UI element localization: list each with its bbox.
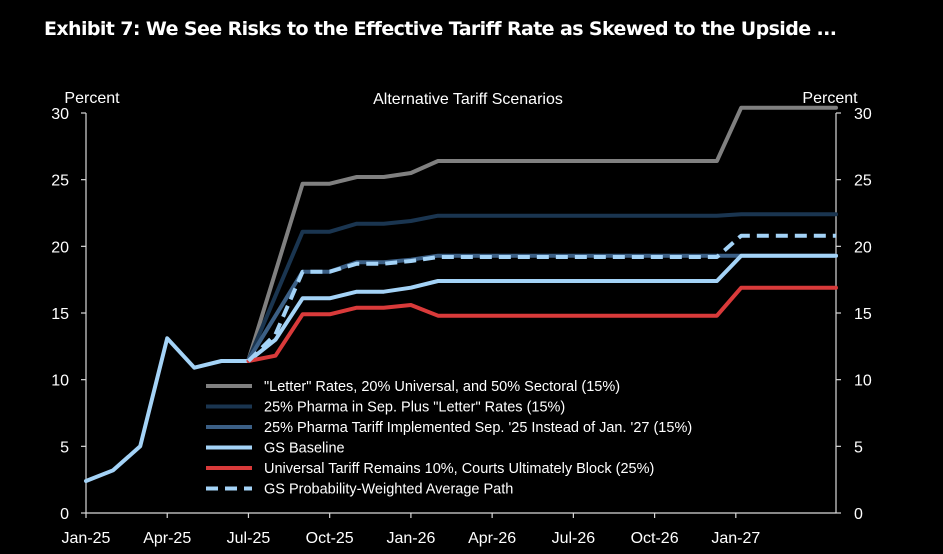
series-line-5 — [246, 285, 838, 363]
y-tick-label-right: 25 — [854, 173, 872, 190]
legend-label-3: 25% Pharma Tariff Implemented Sep. '25 I… — [264, 420, 692, 436]
y-tick-label-left: 20 — [51, 239, 69, 256]
x-tick-label: Oct-26 — [631, 530, 679, 547]
x-tick-label: Apr-26 — [468, 530, 516, 547]
x-tick-label: Jul-26 — [552, 530, 596, 547]
y-tick-label-left: 30 — [51, 106, 69, 123]
series-line-4 — [84, 253, 838, 483]
y-axis-label-right: Percent — [802, 90, 858, 107]
legend-label-2: 25% Pharma in Sep. Plus "Letter" Rates (… — [264, 400, 565, 416]
x-tick-label: Oct-25 — [306, 530, 354, 547]
y-tick-label-left: 15 — [51, 306, 69, 323]
legend-label-5: Universal Tariff Remains 10%, Courts Ult… — [264, 461, 654, 477]
y-tick-label-right: 10 — [854, 373, 872, 390]
y-tick-label-right: 5 — [854, 439, 863, 456]
y-tick-label-left: 10 — [51, 373, 69, 390]
chart-subtitle: Alternative Tariff Scenarios — [373, 91, 563, 108]
x-tick-label: Jan-26 — [386, 530, 435, 547]
x-tick-label: Apr-25 — [143, 530, 191, 547]
x-tick-label: Jul-25 — [227, 530, 271, 547]
legend-label-4: GS Baseline — [264, 441, 345, 457]
y-tick-label-right: 20 — [854, 239, 872, 256]
x-tick-label: Jan-27 — [711, 530, 760, 547]
series-layer — [84, 105, 838, 483]
legend-label-6: GS Probability-Weighted Average Path — [264, 482, 513, 498]
y-axis-label-left: Percent — [64, 90, 120, 107]
series-line-6 — [247, 233, 836, 363]
y-tick-label-right: 0 — [854, 506, 863, 523]
chart-title: Exhibit 7: We See Risks to the Effective… — [44, 18, 837, 40]
y-tick-label-left: 5 — [60, 439, 69, 456]
y-tick-label-right: 30 — [854, 106, 872, 123]
axes: 0 0 5 5 10 10 15 15 20 20 25 25 30 30 Jan-25 Apr-25 Jul-… — [51, 106, 872, 547]
series-line-1 — [246, 105, 838, 362]
y-tick-label-left: 25 — [51, 173, 69, 190]
y-tick-label-right: 15 — [854, 306, 872, 323]
x-tick-label: Jan-25 — [62, 530, 111, 547]
legend-label-1: "Letter" Rates, 20% Universal, and 50% S… — [264, 379, 620, 395]
series-line-2 — [246, 212, 838, 362]
legend: "Letter" Rates, 20% Universal, and 50% S… — [206, 379, 692, 498]
y-tick-label-left: 0 — [60, 506, 69, 523]
